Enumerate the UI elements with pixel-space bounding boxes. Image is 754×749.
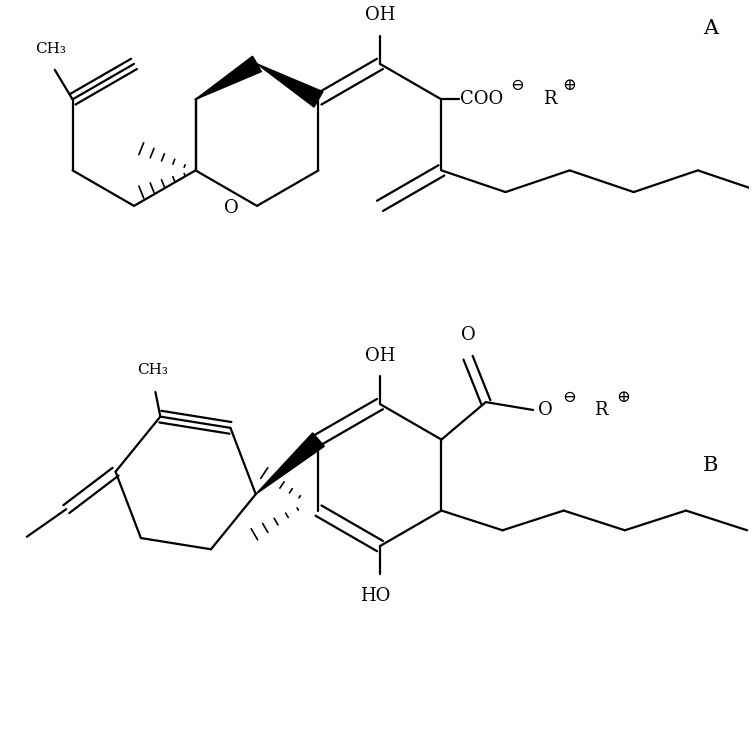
Text: OH: OH	[365, 347, 395, 365]
Polygon shape	[195, 56, 262, 100]
Text: O: O	[461, 326, 476, 344]
Text: COO: COO	[460, 91, 504, 109]
Text: O: O	[225, 198, 239, 217]
Text: ⊖: ⊖	[510, 77, 524, 94]
Text: B: B	[703, 455, 718, 475]
Text: ⊖: ⊖	[562, 389, 577, 406]
Text: R: R	[594, 401, 608, 419]
Text: R: R	[543, 91, 556, 109]
Text: ⊕: ⊕	[616, 389, 630, 406]
Text: O: O	[538, 401, 553, 419]
Text: OH: OH	[365, 7, 395, 25]
Text: HO: HO	[360, 587, 391, 605]
Text: A: A	[703, 19, 718, 38]
Text: CH₃: CH₃	[35, 42, 66, 56]
Polygon shape	[256, 433, 324, 494]
Polygon shape	[257, 64, 323, 107]
Text: ⊕: ⊕	[562, 77, 577, 94]
Text: CH₃: CH₃	[137, 363, 168, 377]
